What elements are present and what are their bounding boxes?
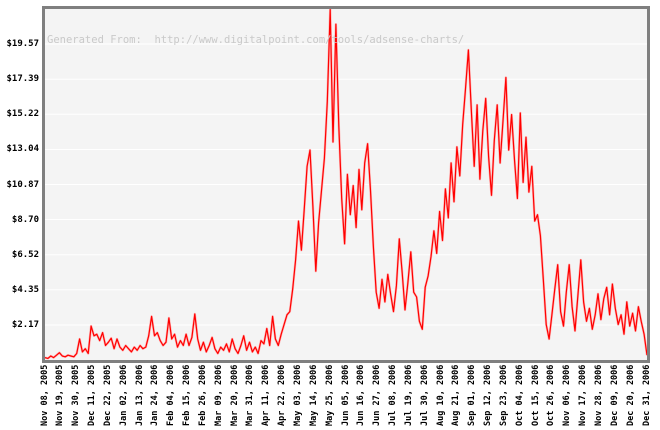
x-axis-label: Nov 30, 2005 [71,364,82,426]
x-axis-label: Jan 02, 2006 [118,364,129,426]
x-axis-label: Dec 22, 2005 [102,364,113,426]
x-axis-label: Nov 06, 2006 [562,364,573,426]
x-axis-label: Mar 09, 2006 [213,364,224,426]
x-axis-label: Dec 20, 2006 [625,364,636,426]
x-axis-label: Sep 01, 2006 [467,364,478,426]
x-axis-label: Jul 30, 2006 [419,364,430,426]
x-axis-label: Feb 04, 2006 [166,364,177,426]
watermark: Generated From: http://www.digitalpoint.… [47,34,465,46]
x-axis-label: Feb 15, 2006 [182,364,193,426]
y-axis-label: $13.04 [6,144,39,154]
x-axis-label: Nov 19, 2005 [55,364,66,426]
x-axis-label: Oct 04, 2006 [514,364,525,426]
x-axis-label: Dec 09, 2006 [609,364,620,426]
y-axis-label: $15.22 [6,109,39,119]
x-axis-label: Oct 15, 2006 [530,364,541,426]
x-axis-label: Jul 19, 2006 [403,364,414,426]
x-axis-label: Aug 10, 2006 [435,364,446,426]
y-axis-label: $17.39 [6,74,39,84]
plot-area: Generated From: http://www.digitalpoint.… [42,6,650,363]
x-axis-label: Jun 16, 2006 [356,364,367,426]
y-axis-label: $2.17 [11,320,39,330]
x-axis-label: Aug 21, 2006 [451,364,462,426]
x-axis-label: Jun 05, 2006 [340,364,351,426]
x-axis-label: Nov 17, 2006 [578,364,589,426]
x-axis-label: Jan 13, 2006 [134,364,145,426]
x-axis-label: Oct 26, 2006 [546,364,557,426]
x-axis-label: Mar 31, 2006 [245,364,256,426]
y-axis-label: $6.52 [11,250,39,260]
x-axis-label: Nov 28, 2006 [594,364,604,426]
x-axis-label: Jan 24, 2006 [150,364,161,426]
y-axis-label: $19.57 [6,39,39,49]
y-axis-label: $4.35 [11,285,39,295]
x-axis-label: Nov 08, 2005 [39,364,50,426]
y-axis-label: $8.70 [11,215,39,225]
x-axis-label: Dec 31, 2006 [641,364,652,426]
x-axis-label: Jun 27, 2006 [372,364,383,426]
x-axis-label: Apr 11, 2006 [261,364,272,426]
x-axis-label: May 25, 2006 [324,364,335,426]
earnings-line [45,9,647,359]
x-axis-label: Feb 26, 2006 [197,364,208,426]
earnings-line-chart [45,9,647,360]
x-axis-label: Mar 20, 2006 [229,364,240,426]
x-axis-label: Jul 08, 2006 [388,364,398,426]
x-axis-label: May 03, 2006 [293,364,303,426]
x-axis-label: Dec 11, 2005 [87,364,97,426]
y-axis-label: $10.87 [6,180,39,190]
x-axis-label: May 14, 2006 [308,364,319,426]
x-axis-label: Sep 12, 2006 [483,364,494,426]
x-axis-label: Apr 22, 2006 [277,364,288,426]
x-axis-label: Sep 23, 2006 [498,364,509,426]
